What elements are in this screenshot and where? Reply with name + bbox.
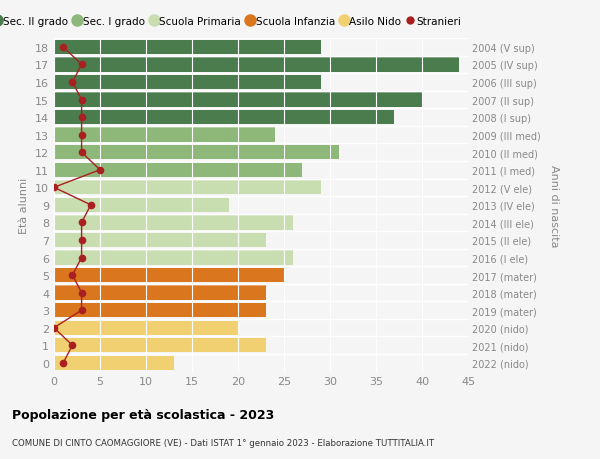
Bar: [54, 214, 468, 232]
Bar: [54, 162, 468, 179]
Text: COMUNE DI CINTO CAOMAGGIORE (VE) - Dati ISTAT 1° gennaio 2023 - Elaborazione TUT: COMUNE DI CINTO CAOMAGGIORE (VE) - Dati …: [12, 438, 434, 447]
Bar: [54, 286, 266, 300]
Bar: [54, 216, 293, 230]
Bar: [54, 319, 468, 337]
Bar: [54, 146, 339, 160]
Bar: [54, 303, 266, 318]
Bar: [54, 179, 468, 196]
Bar: [54, 233, 266, 247]
Bar: [54, 111, 394, 125]
Bar: [54, 58, 459, 73]
Bar: [54, 109, 468, 127]
Bar: [54, 302, 468, 319]
Bar: [54, 249, 468, 267]
Bar: [54, 354, 468, 372]
Bar: [54, 56, 468, 74]
Bar: [54, 267, 468, 284]
Bar: [54, 232, 468, 249]
Bar: [54, 181, 321, 195]
Bar: [54, 356, 173, 370]
Bar: [54, 196, 468, 214]
Bar: [54, 251, 293, 265]
Bar: [54, 91, 468, 109]
Bar: [54, 40, 321, 55]
Bar: [54, 128, 275, 143]
Bar: [54, 268, 284, 283]
Bar: [54, 198, 229, 213]
Bar: [54, 39, 468, 56]
Bar: [54, 321, 238, 335]
Bar: [54, 144, 468, 162]
Bar: [54, 284, 468, 302]
Bar: [54, 74, 468, 91]
Bar: [54, 93, 422, 107]
Legend: Sec. II grado, Sec. I grado, Scuola Primaria, Scuola Infanzia, Asilo Nido, Stran: Sec. II grado, Sec. I grado, Scuola Prim…: [0, 12, 465, 31]
Bar: [54, 127, 468, 144]
Y-axis label: Anni di nascita: Anni di nascita: [549, 164, 559, 246]
Bar: [54, 163, 302, 178]
Bar: [54, 337, 468, 354]
Bar: [54, 76, 321, 90]
Y-axis label: Età alunni: Età alunni: [19, 177, 29, 234]
Text: Popolazione per età scolastica - 2023: Popolazione per età scolastica - 2023: [12, 408, 274, 421]
Bar: [54, 338, 266, 353]
